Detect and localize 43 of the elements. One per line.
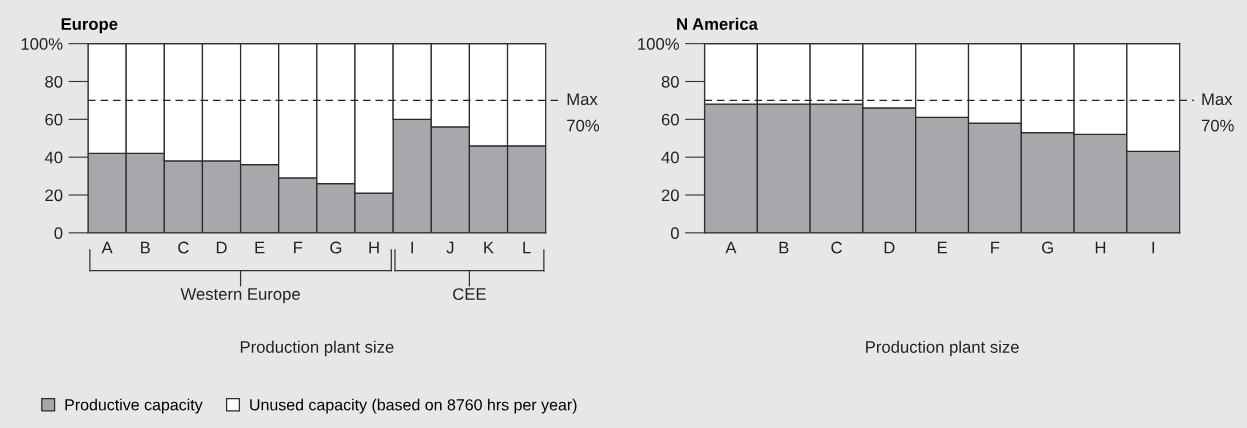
legend-label: Productive capacity <box>65 398 203 414</box>
ref-line-label: Max 70% <box>567 93 600 132</box>
x-axis-title: Production plant size <box>240 340 394 357</box>
x-tick-label: G <box>330 241 342 254</box>
x-tick-label: H <box>1095 241 1106 254</box>
x-tick-label: E <box>937 241 947 254</box>
x-tick-label: J <box>446 241 454 254</box>
x-tick-label: F <box>991 241 1000 254</box>
y-tick-label: 80 <box>661 75 679 88</box>
legend-label: Unused capacity (based on 8760 hrs per year) <box>250 398 577 414</box>
x-tick-label: L <box>523 241 531 254</box>
x-tick-label: D <box>884 241 895 254</box>
y-tick-label: 40 <box>44 151 63 164</box>
x-tick-label: E <box>255 241 265 254</box>
x-tick-label: C <box>178 241 189 254</box>
text: Western Europe <box>180 288 300 304</box>
x-tick-label: K <box>484 241 494 254</box>
x-tick-label: I <box>411 241 413 254</box>
x-tick-label: I <box>1152 241 1155 254</box>
x-tick-label: A <box>101 241 113 254</box>
x-axis-title: Production plant size <box>866 340 1019 357</box>
x-tick-label: B <box>779 241 789 254</box>
text: CEE <box>453 288 486 300</box>
y-tick-label: 80 <box>45 75 63 88</box>
y-tick-label: 100% <box>21 38 63 50</box>
y-tick-label: 100% <box>638 38 679 50</box>
y-tick-label: 20 <box>661 189 679 202</box>
ref-line-label: Max 70% <box>1201 93 1234 132</box>
y-tick-label: 40 <box>661 151 679 164</box>
chart-title: N America <box>677 17 758 30</box>
chart-title: Europe <box>61 18 118 34</box>
y-tick-label: 60 <box>45 113 63 126</box>
x-tick-label: H <box>369 241 379 254</box>
y-tick-label: 0 <box>670 227 679 240</box>
y-tick-label: 20 <box>45 189 63 202</box>
x-tick-label: D <box>216 241 227 254</box>
x-tick-label: G <box>1042 241 1053 254</box>
y-tick-label: 0 <box>54 227 63 240</box>
x-tick-label: F <box>294 241 303 254</box>
x-tick-label: A <box>725 241 737 254</box>
y-tick-label: 60 <box>661 113 679 126</box>
x-tick-label: B <box>141 241 150 254</box>
x-tick-label: C <box>831 241 842 254</box>
